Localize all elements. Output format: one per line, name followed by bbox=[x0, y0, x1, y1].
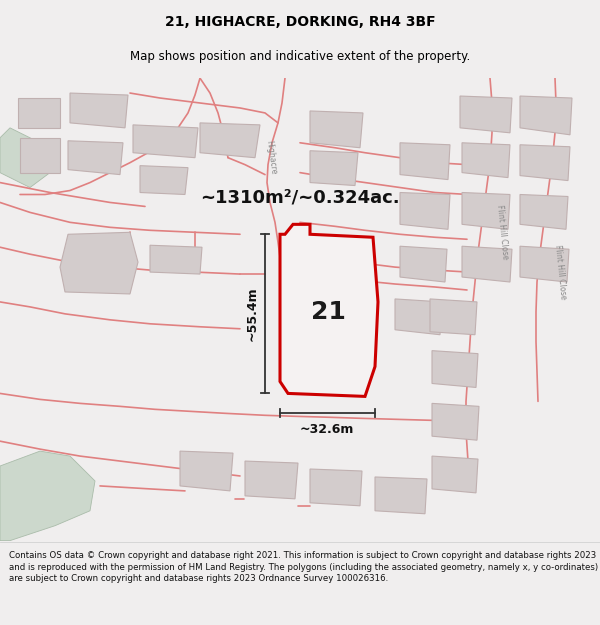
Polygon shape bbox=[18, 98, 60, 128]
Polygon shape bbox=[0, 451, 95, 541]
Polygon shape bbox=[60, 232, 138, 294]
Text: Flint Hill Close: Flint Hill Close bbox=[494, 204, 509, 260]
Polygon shape bbox=[150, 245, 202, 274]
Polygon shape bbox=[400, 192, 450, 229]
Polygon shape bbox=[430, 299, 477, 335]
Polygon shape bbox=[520, 194, 568, 229]
Polygon shape bbox=[432, 456, 478, 493]
Polygon shape bbox=[520, 96, 572, 135]
Polygon shape bbox=[140, 166, 188, 194]
Polygon shape bbox=[180, 451, 233, 491]
Polygon shape bbox=[20, 138, 60, 172]
Polygon shape bbox=[462, 192, 510, 229]
Text: Contains OS data © Crown copyright and database right 2021. This information is : Contains OS data © Crown copyright and d… bbox=[9, 551, 598, 583]
Polygon shape bbox=[400, 142, 450, 179]
Polygon shape bbox=[280, 224, 378, 396]
Polygon shape bbox=[395, 299, 442, 335]
Text: ~1310m²/~0.324ac.: ~1310m²/~0.324ac. bbox=[200, 189, 400, 206]
Polygon shape bbox=[68, 141, 123, 174]
Polygon shape bbox=[245, 461, 298, 499]
Polygon shape bbox=[520, 246, 569, 282]
Polygon shape bbox=[310, 469, 362, 506]
Text: Highacre: Highacre bbox=[264, 140, 278, 176]
Text: ~32.6m: ~32.6m bbox=[300, 422, 354, 436]
Polygon shape bbox=[462, 142, 510, 177]
Text: 21, HIGHACRE, DORKING, RH4 3BF: 21, HIGHACRE, DORKING, RH4 3BF bbox=[164, 15, 436, 29]
Text: 21: 21 bbox=[311, 300, 346, 324]
Polygon shape bbox=[200, 123, 260, 158]
Polygon shape bbox=[432, 403, 479, 440]
Polygon shape bbox=[133, 125, 198, 158]
Polygon shape bbox=[520, 145, 570, 181]
Polygon shape bbox=[462, 246, 512, 282]
Polygon shape bbox=[460, 96, 512, 133]
Polygon shape bbox=[375, 477, 427, 514]
Text: Map shows position and indicative extent of the property.: Map shows position and indicative extent… bbox=[130, 50, 470, 62]
Text: ~55.4m: ~55.4m bbox=[245, 286, 259, 341]
Polygon shape bbox=[310, 151, 358, 186]
Polygon shape bbox=[70, 93, 128, 128]
Polygon shape bbox=[0, 128, 50, 188]
Polygon shape bbox=[432, 351, 478, 388]
Polygon shape bbox=[310, 111, 363, 148]
Polygon shape bbox=[400, 246, 447, 282]
Text: Flint Hill Close: Flint Hill Close bbox=[553, 244, 568, 300]
